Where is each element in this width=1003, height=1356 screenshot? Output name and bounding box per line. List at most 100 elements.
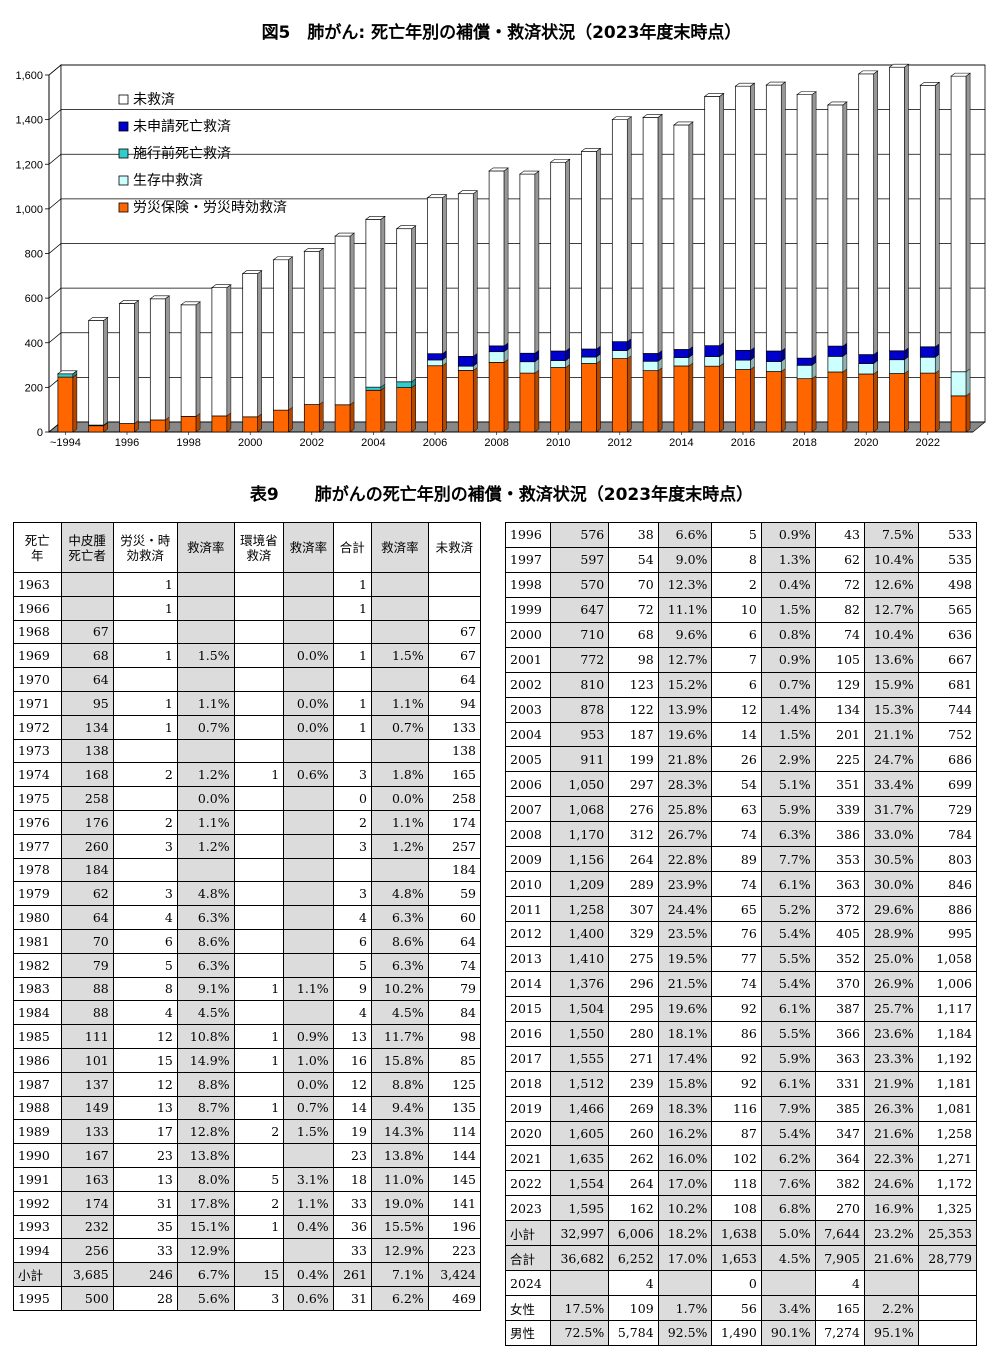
bar-side: [657, 367, 663, 433]
bar-side: [226, 284, 232, 417]
row-label-cell: 2024: [504, 1270, 552, 1297]
table-row: 1991 163 13 8.0% 5 3.1% 18 11.0% 145: [13, 1166, 482, 1192]
table-row: 2018 1,512 239 15.8% 92 6.1% 331 21.9% 1,181: [504, 1070, 978, 1097]
bar-segment: [827, 345, 844, 357]
table-cell: 296: [608, 970, 659, 997]
chart-canvas: 0 200 400 600 800 1,000 1,200 1,400 1,600 ~1994 19…: [15, 63, 986, 449]
bar-side: [503, 167, 509, 347]
table-row: 2001 772 98 12.7% 7 0.9% 105 13.6% 667: [504, 646, 978, 673]
table-cell: 133: [427, 714, 482, 740]
table-cell: 15.2%: [657, 671, 713, 698]
table-cell: [176, 738, 235, 764]
bar-side: [811, 91, 817, 359]
bar-segment: [889, 373, 905, 433]
table-cell: 1: [233, 1024, 285, 1049]
table-cell: 262: [608, 1145, 659, 1172]
legend-swatch: [118, 202, 129, 213]
bar-top: [149, 295, 171, 300]
table-cell: 10.4%: [864, 546, 919, 573]
table-cell: 7,274: [814, 1320, 866, 1346]
table-cell: 8.6%: [370, 928, 429, 954]
bar-segment: [57, 376, 74, 433]
table-cell: 7.1%: [370, 1262, 429, 1287]
table-cell: 14.3%: [370, 1119, 429, 1145]
table-cell: [370, 738, 429, 764]
table-cell: 82: [814, 596, 866, 623]
table-cell: 8: [711, 546, 762, 573]
table-cell: 1,504: [550, 995, 610, 1022]
bar-side: [688, 362, 694, 433]
bar-segment: [735, 85, 751, 351]
bar-segment: [488, 170, 505, 347]
bar-side: [442, 362, 447, 433]
table-cell: 1,490: [711, 1320, 762, 1346]
table-cell: 16.2%: [657, 1120, 713, 1147]
table-row: 1995 500 28 5.6% 3 0.6% 31 6.2% 469: [13, 1285, 482, 1311]
bar-segment: [427, 359, 443, 367]
bar-side: [842, 101, 848, 347]
table-cell: 1.1%: [176, 690, 235, 716]
bar-side: [442, 194, 447, 355]
table-cell: 329: [608, 921, 659, 947]
bar-segment: [365, 389, 382, 433]
bar-segment: [396, 228, 413, 383]
table-cell: 1: [332, 690, 372, 716]
table-cell: 239: [608, 1070, 659, 1097]
row-label-cell: 1993: [13, 1214, 62, 1240]
column-header-line: 合計: [339, 540, 365, 555]
table-cell: 6.2%: [760, 1145, 816, 1172]
table-cell: 176: [60, 809, 114, 835]
row-label-cell: 1963: [13, 572, 62, 597]
table-cell: 0.9%: [760, 522, 816, 548]
table-cell: [233, 619, 285, 645]
column-header: 死亡年: [13, 522, 62, 573]
table-cell: 18.2%: [657, 1220, 713, 1247]
table-cell: 26.3%: [864, 1095, 919, 1122]
table-cell: 667: [917, 646, 978, 673]
bar-top: [457, 190, 479, 195]
table-cell: [233, 643, 285, 669]
table-cell: 533: [917, 522, 978, 548]
table-row: 小計 32,997 6,006 18.2% 1,638 5.0% 7,644 23.2% 25,…: [504, 1220, 978, 1247]
y-tick-label: 1,000: [15, 204, 43, 216]
bar-side: [688, 121, 694, 350]
table-cell: 636: [917, 621, 978, 648]
row-label-cell: 1966: [13, 595, 62, 621]
table-cell: 886: [917, 896, 978, 922]
table-cell: 744: [917, 696, 978, 723]
bar-segment: [457, 193, 474, 357]
table-cell: 225: [814, 746, 866, 773]
table-cell: 16.9%: [864, 1195, 919, 1222]
row-label-cell: 1972: [13, 714, 62, 740]
table-cell: 165: [814, 1295, 866, 1321]
table-cell: [283, 1238, 334, 1264]
table-cell: 111: [60, 1024, 114, 1049]
table-row: 1988 149 13 8.7% 1 0.7% 14 9.4% 135: [13, 1095, 482, 1121]
bar-segment: [457, 370, 474, 433]
bar-top: [395, 225, 417, 230]
x-tick-label: 2022: [916, 437, 940, 449]
table-cell: 1,325: [917, 1195, 978, 1222]
table-cell: 4: [112, 1000, 178, 1026]
table-row: 小計 3,685 246 6.7% 15 0.4% 261 7.1% 3,424: [13, 1262, 482, 1287]
column-header-line: 救済率: [381, 540, 419, 555]
table-row: 2021 1,635 262 16.0% 102 6.2% 364 22.3% 1,271: [504, 1145, 978, 1172]
table-cell: [370, 572, 429, 597]
x-tick-label: 1998: [176, 437, 200, 449]
x-tick-label: 2008: [484, 437, 508, 449]
table-cell: 68: [60, 643, 114, 669]
bar-side: [873, 370, 878, 433]
table-cell: 95: [60, 690, 114, 716]
table-cell: 23.5%: [657, 921, 713, 947]
bar-side: [103, 316, 108, 426]
table-cell: 74: [814, 621, 866, 648]
table-cell: [233, 833, 285, 859]
table-row: 1985 111 12 10.8% 1 0.9% 13 11.7% 98: [13, 1024, 482, 1049]
table-cell: 1.1%: [283, 1190, 334, 1216]
row-label-cell: 2014: [504, 970, 552, 997]
table-cell: 1: [233, 1095, 285, 1121]
table-cell: 16.0%: [657, 1145, 713, 1172]
table-cell: 3,685: [60, 1262, 114, 1287]
table-cell: 0.6%: [283, 1285, 334, 1311]
y-tick-label: 400: [25, 338, 43, 350]
